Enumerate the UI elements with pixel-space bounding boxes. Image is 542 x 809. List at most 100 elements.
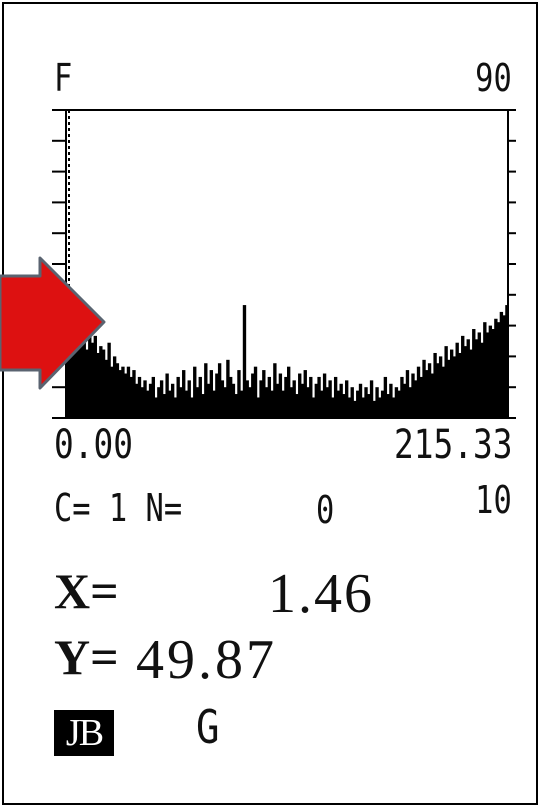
jb-badge: JB (54, 710, 114, 756)
histogram-bar (386, 394, 390, 418)
histogram-bar (135, 383, 139, 418)
histogram-bar (380, 390, 385, 418)
histogram-bar (220, 380, 225, 418)
histogram-bar (262, 370, 266, 418)
histogram-bar (275, 383, 280, 418)
arrow-shape (0, 256, 106, 390)
histogram-bar (242, 305, 247, 418)
histogram-bar (289, 387, 294, 418)
histogram-bar (137, 376, 142, 418)
histogram-bar (306, 387, 310, 418)
histogram-bar (378, 397, 382, 418)
histogram-bar (259, 380, 263, 418)
histogram-bar (336, 390, 341, 418)
histogram-bar (240, 390, 244, 418)
histogram-bar (311, 397, 316, 418)
histogram-bar (309, 376, 313, 418)
histogram-bar (132, 370, 136, 418)
histogram-bar (184, 390, 189, 418)
histogram-bar (118, 370, 122, 418)
histogram-bar (77, 332, 81, 418)
histogram-bar (295, 394, 299, 418)
histogram-bar (400, 376, 404, 418)
histogram-bar (333, 376, 338, 418)
histogram-bar (491, 329, 495, 418)
histogram-bar (314, 383, 318, 418)
histogram-bar (444, 346, 448, 418)
histogram-bar (342, 394, 346, 418)
histogram-bar (66, 335, 70, 418)
histogram-bar (350, 387, 354, 418)
histogram-bar (256, 397, 260, 418)
histogram-bar (364, 387, 368, 418)
histogram-bar (405, 370, 410, 418)
histogram-bar (88, 329, 92, 418)
histogram-bar (422, 359, 426, 418)
histogram-bar (447, 359, 451, 418)
histogram-bar (322, 373, 327, 418)
y-axis-max-label: 90 (475, 56, 512, 100)
histogram-bar (182, 370, 186, 418)
histogram-bar (414, 380, 418, 418)
histogram-bar (237, 370, 241, 418)
histogram-bar (452, 356, 457, 418)
histogram-bar (488, 325, 493, 418)
histogram-bar (228, 376, 233, 418)
histogram-bar (375, 387, 379, 418)
y-readout-label: Y= (54, 629, 119, 685)
histogram-bar (433, 352, 437, 418)
histogram-bar (455, 342, 459, 418)
histogram-bar (287, 366, 291, 418)
histogram-bar (270, 390, 274, 418)
histogram-bar (204, 363, 208, 418)
histogram-bar (101, 349, 106, 418)
g-label: G (196, 700, 220, 754)
histogram-bar (345, 380, 349, 418)
histogram-bar (472, 329, 476, 418)
histogram-bar (71, 335, 75, 418)
channel-count-label: C= 1 N= (54, 486, 183, 530)
n-count-value: 0 (316, 488, 335, 532)
histogram-bar (195, 387, 200, 418)
histogram-bar (121, 366, 125, 418)
histogram-bar (328, 380, 332, 418)
histogram-bar (82, 335, 86, 418)
bins-value: 10 (475, 478, 512, 522)
histogram-bar (458, 352, 462, 418)
histogram-bar (411, 373, 415, 418)
histogram-bar (358, 383, 363, 418)
x-readout-label: X= (54, 563, 119, 619)
histogram-bar (403, 383, 407, 418)
histogram-bar (176, 376, 180, 418)
histogram-bar (140, 387, 144, 418)
histogram-bar (110, 366, 114, 418)
histogram-bar (273, 363, 277, 418)
histogram-bar (112, 356, 117, 418)
histogram-bar (79, 339, 84, 418)
histogram-bar (93, 335, 97, 418)
histogram-bar (253, 366, 258, 418)
histogram-bar (278, 373, 283, 418)
x-axis-min-label: 0.00 (54, 422, 133, 468)
histogram-bar (170, 383, 175, 418)
histogram-bar (74, 329, 78, 418)
histogram-bar (356, 390, 360, 418)
histogram-bar (165, 373, 169, 418)
histogram-bar (159, 380, 164, 418)
histogram-bar (104, 359, 109, 418)
histogram-bar (157, 387, 161, 418)
histogram-bar (179, 387, 183, 418)
histogram-bar (477, 332, 481, 418)
histogram-bar (148, 383, 153, 418)
histogram-bar (430, 373, 435, 418)
histogram-bar (107, 342, 111, 418)
y-readout-value: 49.87 (136, 629, 277, 691)
histogram-bar (480, 342, 484, 418)
x-readout-value: 1.46 (268, 563, 374, 625)
histogram-bar (394, 387, 399, 418)
histogram-bar (151, 376, 155, 418)
histogram-bar (463, 346, 468, 418)
histogram-bar (436, 363, 440, 418)
histogram-bar (361, 397, 365, 418)
